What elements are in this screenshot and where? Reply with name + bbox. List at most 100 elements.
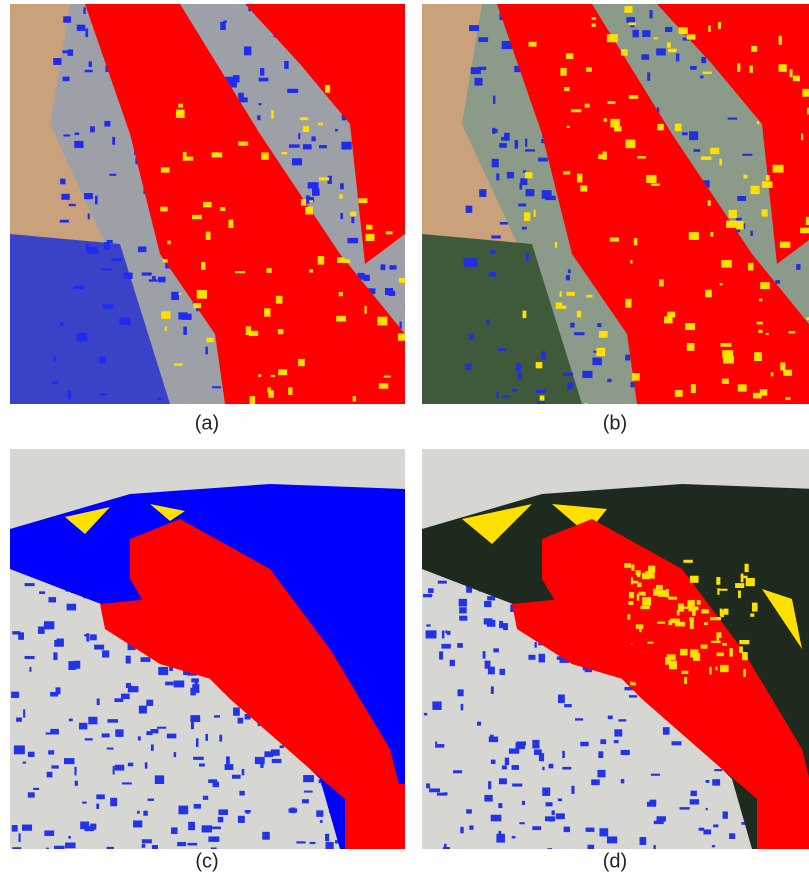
speck — [690, 66, 697, 70]
speck — [498, 803, 502, 808]
speck — [177, 842, 186, 846]
speck — [340, 213, 343, 219]
speck — [347, 238, 358, 243]
panel-a — [10, 4, 412, 409]
speck — [190, 715, 200, 722]
speck — [739, 640, 749, 644]
speck — [191, 721, 194, 729]
speck — [629, 592, 634, 598]
speck — [278, 369, 287, 375]
speck — [33, 788, 39, 790]
speck — [571, 786, 574, 794]
speck — [597, 770, 605, 778]
speck — [789, 331, 796, 333]
speck — [582, 371, 592, 378]
speck — [689, 232, 699, 240]
speck — [738, 591, 741, 599]
speck — [532, 826, 541, 830]
speck — [96, 794, 105, 799]
speck — [586, 295, 592, 298]
speck — [742, 652, 748, 660]
speck — [471, 67, 481, 74]
speck — [668, 620, 672, 625]
speck — [16, 717, 22, 721]
speck — [632, 30, 638, 38]
speck — [729, 833, 735, 839]
speck — [259, 78, 269, 82]
speck — [386, 231, 393, 234]
speck — [12, 847, 21, 856]
speck — [759, 298, 762, 301]
speck — [426, 630, 437, 638]
speck — [218, 809, 228, 815]
speck — [366, 225, 372, 230]
speck — [691, 384, 696, 393]
speck — [722, 643, 727, 646]
speck — [627, 614, 630, 619]
speck — [690, 576, 699, 583]
speck — [38, 627, 45, 634]
speck — [562, 767, 571, 770]
speck — [492, 129, 498, 133]
speck — [739, 646, 743, 652]
speck — [743, 669, 746, 677]
speck — [302, 799, 309, 803]
panel-c — [10, 449, 414, 856]
speck — [94, 645, 104, 650]
speck — [438, 581, 447, 584]
speck — [310, 842, 316, 844]
speck — [25, 583, 35, 586]
speck — [199, 764, 205, 767]
speck — [262, 832, 269, 840]
speck — [220, 22, 226, 30]
speck — [238, 816, 245, 823]
speck — [238, 141, 248, 145]
speck — [592, 17, 597, 20]
speck — [86, 633, 89, 641]
speck — [626, 140, 636, 149]
red-region — [345, 784, 405, 849]
speck — [381, 264, 386, 270]
speck — [653, 845, 655, 850]
speck — [405, 304, 410, 309]
speck — [128, 763, 133, 767]
speck — [466, 809, 472, 813]
speck — [151, 744, 154, 750]
speck — [710, 617, 721, 620]
speck — [228, 220, 233, 228]
speck — [155, 775, 164, 784]
speck — [653, 589, 658, 596]
speck — [536, 362, 543, 368]
speck — [708, 25, 710, 32]
speck — [629, 695, 637, 697]
speck — [339, 194, 342, 198]
speck — [723, 609, 728, 615]
speck — [780, 362, 785, 370]
speck — [101, 268, 112, 270]
speck — [542, 767, 544, 770]
speck — [385, 288, 393, 295]
speck — [12, 825, 18, 832]
speck — [496, 173, 499, 180]
speck — [683, 560, 692, 563]
speck — [143, 811, 147, 816]
speck — [567, 126, 570, 128]
speck — [586, 67, 592, 71]
speck — [53, 58, 61, 65]
speck — [684, 677, 687, 684]
speck — [179, 293, 182, 295]
speck — [773, 165, 784, 173]
caption: (d) — [603, 850, 627, 872]
speck — [566, 275, 570, 280]
speck — [780, 242, 790, 248]
speck — [709, 667, 712, 675]
speck — [119, 317, 129, 324]
speck — [423, 594, 432, 597]
speck — [525, 139, 527, 147]
speck — [690, 799, 699, 804]
speck — [304, 791, 313, 793]
speck — [492, 159, 499, 167]
speck — [350, 212, 356, 216]
speck — [11, 692, 19, 698]
speck — [174, 363, 183, 365]
